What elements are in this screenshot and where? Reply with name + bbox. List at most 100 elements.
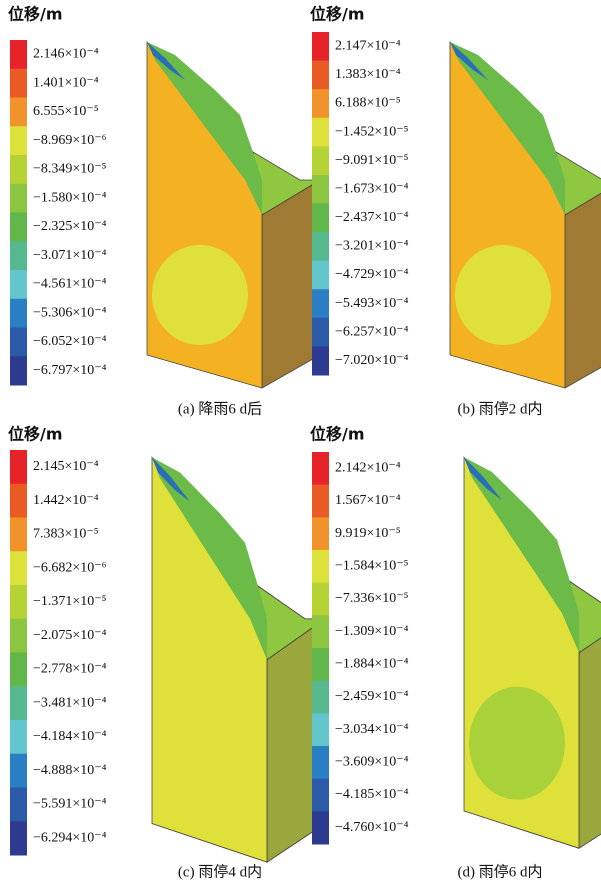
legend-label: −6.682×10⁻⁶ (33, 560, 107, 575)
color-band (312, 89, 329, 119)
color-band (312, 713, 329, 747)
legend-label: −8.969×10⁻⁶ (33, 133, 107, 148)
legend-label: −6.052×10⁻⁴ (33, 334, 107, 349)
legend-label: −3.609×10⁻⁴ (335, 755, 409, 770)
color-band (10, 720, 27, 755)
color-band (312, 517, 329, 551)
legend-title: 位移/m (310, 425, 365, 444)
legend-label: −7.020×10⁻⁴ (335, 353, 409, 368)
color-band (10, 652, 27, 687)
legend-label: −5.493×10⁻⁴ (335, 296, 409, 311)
color-band (312, 680, 329, 714)
legend-label: −3.201×10⁻⁴ (335, 239, 409, 254)
color-band (10, 450, 27, 485)
slip-band (152, 457, 267, 660)
legend-label: −1.309×10⁻⁴ (335, 624, 409, 639)
color-band (10, 686, 27, 721)
color-band (312, 260, 329, 290)
color-band (10, 618, 27, 653)
legend-label: 6.188×10⁻⁵ (335, 96, 401, 111)
legend-label: 9.919×10⁻⁵ (335, 526, 401, 541)
legend-label: −1.584×10⁻⁵ (335, 559, 409, 574)
legend-label: −5.306×10⁻⁴ (33, 305, 107, 320)
legend-label: −4.888×10⁻⁴ (33, 763, 107, 778)
caption: (b) 雨停2 d内 (458, 400, 543, 417)
slip-band (147, 42, 262, 215)
legend-label: 2.142×10⁻⁴ (335, 461, 401, 476)
color-band (312, 32, 329, 62)
legend-label: 1.401×10⁻⁴ (33, 75, 99, 90)
color-band (312, 484, 329, 518)
right-face (261, 179, 321, 389)
legend-label: 1.442×10⁻⁴ (33, 493, 99, 508)
color-band (312, 203, 329, 233)
slip-band (450, 42, 565, 215)
legend-label: −6.797×10⁻⁴ (33, 363, 107, 378)
legend-label: −6.294×10⁻⁴ (33, 830, 107, 845)
legend-label: 2.145×10⁻⁴ (33, 459, 99, 474)
legend-label: −1.884×10⁻⁴ (335, 657, 409, 672)
legend-label: −5.591×10⁻⁴ (33, 797, 107, 812)
legend-title: 位移/m (8, 5, 63, 24)
color-band (312, 582, 329, 616)
legend-label: −3.481×10⁻⁴ (33, 695, 107, 710)
color-band (10, 68, 27, 98)
legend-label: 6.555×10⁻⁵ (33, 104, 99, 119)
color-band (312, 146, 329, 176)
panel: 位移/m 2.145×10⁻⁴ 1.442×10⁻⁴ 7.383×10⁻⁵ −6.682… (8, 425, 327, 880)
caption: (c) 雨停4 d内 (178, 863, 262, 880)
color-band (10, 753, 27, 788)
color-band (10, 298, 27, 328)
legend-label: −2.459×10⁻⁴ (335, 689, 409, 704)
legend-label: −1.452×10⁻⁵ (335, 124, 409, 139)
legend-title: 位移/m (310, 5, 365, 24)
legend-label: −7.336×10⁻⁵ (335, 591, 409, 606)
color-band (312, 746, 329, 780)
legend-label: −9.091×10⁻⁵ (335, 153, 409, 168)
legend-label: 7.383×10⁻⁵ (33, 527, 99, 542)
caption: (d) 雨停6 d内 (458, 863, 543, 880)
legend-label: −3.071×10⁻⁴ (33, 248, 107, 263)
legend-label: −4.561×10⁻⁴ (33, 277, 107, 292)
slip-band (464, 457, 579, 653)
color-band (312, 778, 329, 812)
slip-core (450, 42, 488, 80)
legend-label: −6.257×10⁻⁴ (335, 324, 409, 339)
panel: 位移/m 2.146×10⁻⁴ 1.401×10⁻⁴ 6.555×10⁻⁵ −8.969… (8, 5, 322, 417)
legend-label: −2.778×10⁻⁴ (33, 662, 107, 677)
color-band (312, 615, 329, 649)
color-band (312, 117, 329, 147)
color-band (10, 155, 27, 185)
panel: 位移/m 2.147×10⁻⁴ 1.383×10⁻⁴ 6.188×10⁻⁵ −1.452… (310, 5, 601, 417)
legend-label: 1.383×10⁻⁴ (335, 67, 401, 82)
color-band (10, 212, 27, 242)
legend-label: −1.673×10⁻⁴ (335, 181, 409, 196)
color-band (312, 174, 329, 204)
legend-label: 1.567×10⁻⁴ (335, 493, 401, 508)
legend-label: 2.146×10⁻⁴ (33, 47, 99, 62)
color-band (10, 270, 27, 300)
legend-label: −2.075×10⁻⁴ (33, 628, 107, 643)
color-band (312, 811, 329, 845)
slope-model (449, 41, 601, 389)
legend-label: −2.437×10⁻⁴ (335, 210, 409, 225)
color-band (312, 550, 329, 584)
color-band (10, 40, 27, 70)
legend-label: −4.184×10⁻⁴ (33, 729, 107, 744)
slip-core (152, 457, 190, 502)
legend-label: −2.325×10⁻⁴ (33, 219, 107, 234)
caption: (a) 降雨6 d后 (178, 400, 262, 417)
legend-label: −4.760×10⁻⁴ (335, 820, 409, 835)
slope-model (146, 41, 322, 389)
color-band (312, 452, 329, 486)
contour-zone (469, 686, 565, 800)
color-band (312, 232, 329, 262)
color-band (10, 241, 27, 271)
legend-label: −1.580×10⁻⁴ (33, 190, 107, 205)
color-band (10, 821, 27, 856)
contour-zone (455, 245, 551, 345)
panel: 位移/m 2.142×10⁻⁴ 1.567×10⁻⁴ 9.919×10⁻⁵ −1.584… (310, 425, 601, 880)
legend-label: −4.729×10⁻⁴ (335, 267, 409, 282)
legend-label: −1.371×10⁻⁵ (33, 594, 107, 609)
